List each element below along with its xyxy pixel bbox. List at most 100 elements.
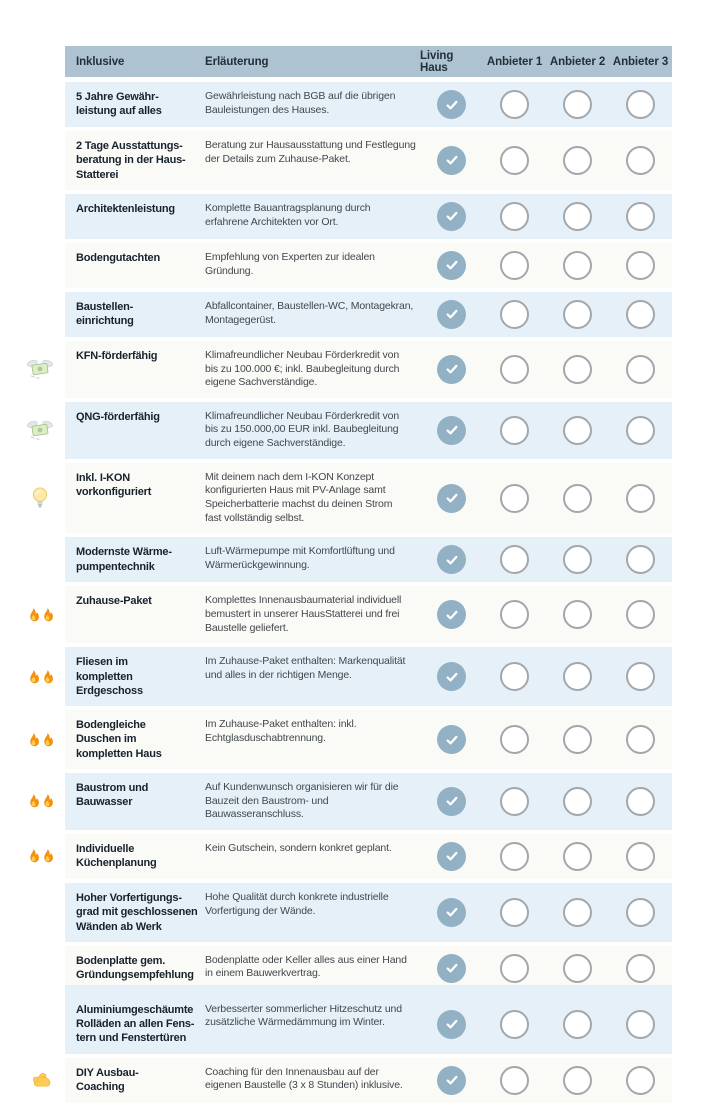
empty-circle <box>626 201 655 231</box>
feature-description: Gewährleistung nach BGB auf die übrigen … <box>205 90 396 116</box>
empty-circle <box>626 145 655 175</box>
feature-description: Hohe Qualität durch konkrete industriell… <box>205 890 389 917</box>
row-icon-slot <box>18 732 62 748</box>
fire-icon <box>43 669 53 683</box>
lightbulb-icon <box>32 487 48 508</box>
check-cell-not-included <box>483 415 546 445</box>
check-cell-not-included <box>546 725 609 755</box>
checkmark-icon <box>446 672 457 682</box>
table-row: Bodengutachten Empfehlung von Experten z… <box>65 242 672 288</box>
row-icon-slot <box>18 848 62 864</box>
feature-description: Im Zuhause-Paket enthalten: Markenqualit… <box>205 655 406 681</box>
empty-circle <box>500 897 529 927</box>
empty-circle <box>500 90 529 119</box>
check-cell-not-included <box>609 953 672 983</box>
fire-icon <box>43 607 53 621</box>
check-cell-not-included <box>483 786 546 816</box>
empty-circle <box>563 354 592 384</box>
empty-circle <box>500 725 529 755</box>
table-row: QNG-förderfähig Klimafreundlicher Neubau… <box>26 401 672 459</box>
check-cell-not-included <box>609 201 672 231</box>
checkmark-icon <box>446 1076 457 1085</box>
check-cell-not-included <box>483 662 546 692</box>
row-icon-slot <box>18 419 62 441</box>
fire-icon <box>43 732 53 746</box>
empty-circle <box>563 1065 592 1095</box>
check-cell-not-included <box>609 145 672 175</box>
filled-check-circle <box>437 145 466 175</box>
empty-circle <box>563 662 592 692</box>
feature-title: 2 Tage Ausstattungs- beratung in der Hau… <box>76 140 186 181</box>
header-anbieter-1: Anbieter 1 <box>486 55 543 68</box>
checkmark-icon <box>446 852 457 861</box>
header-description: Erläuterung <box>205 55 269 68</box>
fire-icon <box>29 794 39 808</box>
feature-description: Komplettes Innenausbaumaterial individue… <box>205 594 402 634</box>
check-cell-not-included <box>546 299 609 329</box>
empty-circle <box>563 145 592 175</box>
feature-description: Bodenplatte oder Keller alles aus einer … <box>205 953 407 980</box>
check-cell-included <box>420 483 483 513</box>
empty-circle <box>626 1065 655 1095</box>
empty-circle <box>563 299 592 329</box>
check-cell-not-included <box>483 1009 546 1039</box>
check-cell-not-included <box>609 897 672 927</box>
empty-circle <box>500 201 529 231</box>
empty-circle <box>563 953 592 983</box>
empty-circle <box>500 145 529 175</box>
table-row: Bodengleiche Duschen im kompletten Haus … <box>29 710 672 769</box>
filled-check-circle <box>437 841 466 871</box>
header-anbieter-3: Anbieter 3 <box>612 55 669 68</box>
filled-check-circle <box>437 415 466 445</box>
check-cell-not-included <box>483 897 546 927</box>
check-cell-not-included <box>546 1009 609 1039</box>
check-cell-not-included <box>609 545 672 575</box>
check-cell-not-included <box>546 600 609 630</box>
checkmark-icon <box>446 555 457 565</box>
check-cell-not-included <box>546 201 609 231</box>
provider-checks <box>420 471 672 526</box>
empty-circle <box>500 1009 529 1039</box>
checkmark-icon <box>446 365 457 374</box>
empty-circle <box>563 841 592 871</box>
feature-description: Komplette Bauantragsplanung durch erfahr… <box>205 201 371 228</box>
checkmark-icon <box>446 1020 457 1029</box>
check-cell-not-included <box>483 90 546 119</box>
checkmark-icon <box>446 797 457 806</box>
table-row: Architektenleistung Komplette Bauantrags… <box>65 193 672 239</box>
check-cell-included <box>420 545 483 575</box>
check-cell-not-included <box>483 953 546 983</box>
table-row: Bodenplatte gem. Gründungsempfehlung Bod… <box>65 945 672 991</box>
money-with-wings-icon <box>26 360 54 380</box>
feature-description: Klimafreundlicher Neubau Förderkredit vo… <box>205 409 400 450</box>
check-cell-included <box>420 415 483 445</box>
filled-check-circle <box>437 90 466 119</box>
check-cell-not-included <box>609 250 672 280</box>
empty-circle <box>626 299 655 329</box>
empty-circle <box>563 250 592 280</box>
check-cell-not-included <box>546 145 609 175</box>
check-cell-not-included <box>546 250 609 280</box>
filled-check-circle <box>437 545 466 575</box>
filled-check-circle <box>437 662 466 692</box>
check-cell-included <box>420 953 483 983</box>
feature-title: Baustrom und Bauwasser <box>76 782 149 809</box>
table-row: Inkl. I-KON vorkonfiguriert Mit deinem n… <box>32 462 672 534</box>
check-cell-not-included <box>546 662 609 692</box>
feature-title: Fliesen im kompletten Erdgeschoss <box>76 656 143 697</box>
header-living-haus: Living Haus <box>420 49 454 74</box>
check-cell-included <box>420 90 483 119</box>
feature-description: Coaching für den Innenausbau auf der eig… <box>205 1065 403 1092</box>
check-cell-not-included <box>483 201 546 231</box>
empty-circle <box>563 1009 592 1039</box>
checkmark-icon <box>446 610 457 620</box>
check-cell-not-included <box>546 786 609 816</box>
table-header: Inklusive Erläuterung Living Haus Anbiet… <box>65 46 672 77</box>
check-cell-not-included <box>546 1065 609 1095</box>
feature-title: 5 Jahre Gewähr- leistung auf alles <box>76 91 162 118</box>
table-row: Aluminiumgeschäumte Rolläden an allen Fe… <box>65 994 672 1054</box>
check-cell-not-included <box>546 545 609 575</box>
filled-check-circle <box>437 483 466 513</box>
provider-checks <box>420 349 672 390</box>
empty-circle <box>563 483 592 513</box>
